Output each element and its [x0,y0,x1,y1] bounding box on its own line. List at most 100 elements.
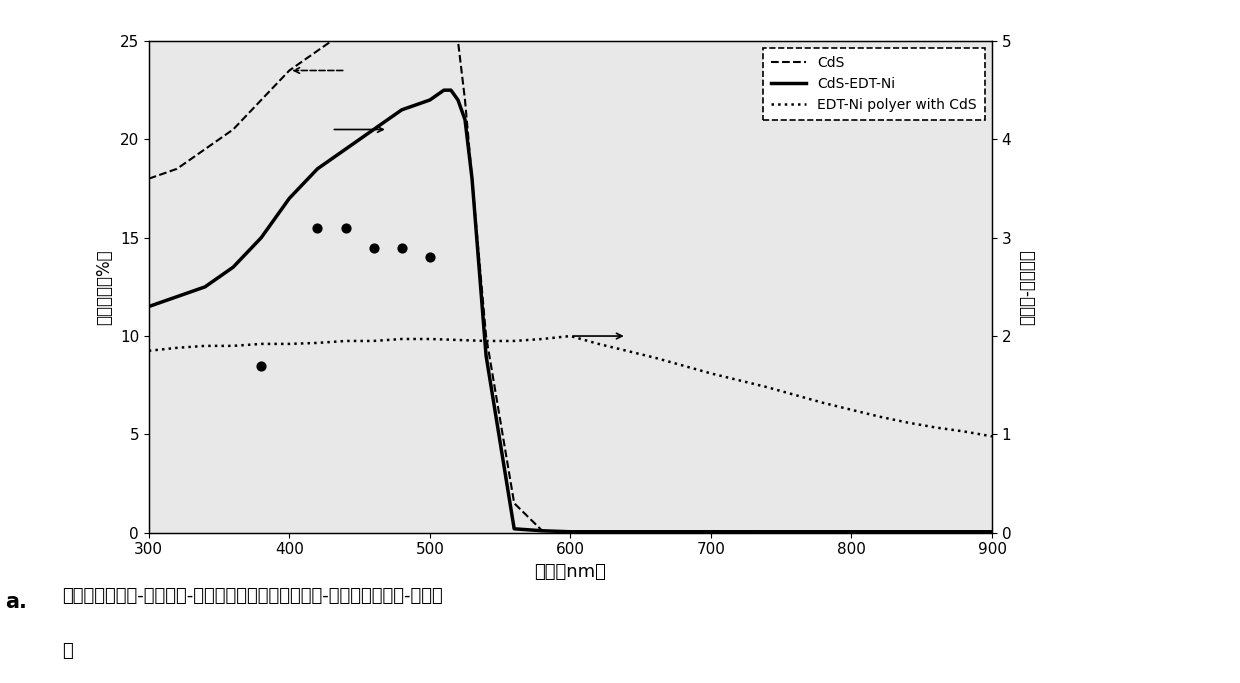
EDT-Ni polyer with CdS [170,344,185,352]
CdS [254,96,269,104]
CdS-EDT-Ni [310,165,325,173]
EDT-Ni polyer with CdS [872,413,887,421]
EDT-Ni polyer with CdS [676,361,691,370]
EDT-Ni polyer with CdS [956,428,971,436]
CdS-EDT-Ni [436,86,451,94]
CdS [647,528,662,536]
Y-axis label: 居贝卡-克尔图数: 居贝卡-克尔图数 [1018,249,1037,325]
CdS [444,8,459,16]
CdS-EDT-Ni [281,194,296,202]
CdS-EDT-Ni [339,145,353,153]
CdS [436,0,451,5]
Y-axis label: 量子效率（%）: 量子效率（%） [95,249,113,324]
EDT-Ni polyer with CdS [787,391,802,399]
CdS-EDT-Ni [619,528,634,536]
CdS-EDT-Ni [872,528,887,536]
Line: EDT-Ni polyer with CdS: EDT-Ni polyer with CdS [149,336,992,436]
CdS [366,8,381,16]
EDT-Ni polyer with CdS [900,419,915,427]
CdS [929,528,944,536]
EDT-Ni polyer with CdS [760,383,775,391]
EDT-Ni polyer with CdS [197,342,212,350]
CdS [197,145,212,153]
CdS-EDT-Ni [394,106,409,114]
EDT-Ni polyer with CdS [647,354,662,362]
CdS-EDT-Ni [479,352,494,360]
CdS-EDT-Ni [534,527,549,535]
CdS-EDT-Ni [507,525,522,533]
CdS-EDT-Ni [465,175,480,183]
CdS [676,528,691,536]
EDT-Ni polyer with CdS [141,347,156,355]
CdS-EDT-Ni [647,528,662,536]
EDT-Ni polyer with CdS [619,347,634,355]
EDT-Ni polyer with CdS [479,337,494,345]
CdS [170,165,185,173]
CdS [339,27,353,36]
Point [363,242,383,253]
EDT-Ni polyer with CdS [394,335,409,343]
CdS [534,527,549,535]
CdS [872,528,887,536]
Point [392,242,412,253]
EDT-Ni polyer with CdS [226,342,241,350]
EDT-Ni polyer with CdS [339,337,353,345]
EDT-Ni polyer with CdS [732,376,746,385]
EDT-Ni polyer with CdS [534,335,549,343]
Text: 硫化镶，硫化镶-乙二硫醇-锶和带有硫化镶的乙二硫醇-锶聚合物的紫外-可见光: 硫化镶，硫化镶-乙二硫醇-锶和带有硫化镶的乙二硫醇-锶聚合物的紫外-可见光 [62,587,443,605]
CdS-EDT-Ni [900,528,915,536]
CdS-EDT-Ni [844,528,859,536]
EDT-Ni polyer with CdS [254,340,269,348]
Legend: CdS, CdS-EDT-Ni, EDT-Ni polyer with CdS: CdS, CdS-EDT-Ni, EDT-Ni polyer with CdS [763,48,985,120]
EDT-Ni polyer with CdS [703,370,718,378]
Point [308,223,327,234]
CdS-EDT-Ni [985,528,999,536]
CdS [458,96,472,104]
EDT-Ni polyer with CdS [929,423,944,432]
EDT-Ni polyer with CdS [985,432,999,441]
CdS [956,528,971,536]
X-axis label: 波长（nm）: 波长（nm） [534,563,606,581]
CdS [703,528,718,536]
CdS-EDT-Ni [676,528,691,536]
CdS-EDT-Ni [254,234,269,242]
EDT-Ni polyer with CdS [281,340,296,348]
Line: CdS: CdS [149,0,992,532]
EDT-Ni polyer with CdS [563,332,578,340]
CdS [450,37,465,45]
EDT-Ni polyer with CdS [844,406,859,414]
Point [420,252,440,263]
CdS-EDT-Ni [226,263,241,271]
CdS [507,499,522,507]
CdS [760,528,775,536]
CdS [732,528,746,536]
CdS [844,528,859,536]
Text: a.: a. [5,591,27,612]
CdS [226,126,241,134]
Point [252,360,272,371]
CdS-EDT-Ni [450,96,465,104]
EDT-Ni polyer with CdS [423,335,438,343]
EDT-Ni polyer with CdS [816,399,831,407]
CdS [310,46,325,55]
CdS [465,175,480,183]
CdS [394,0,409,5]
CdS [591,528,606,536]
CdS [619,528,634,536]
CdS [787,528,802,536]
CdS-EDT-Ni [929,528,944,536]
CdS-EDT-Ni [956,528,971,536]
CdS-EDT-Ni [423,96,438,104]
CdS [479,332,494,340]
CdS-EDT-Ni [563,528,578,536]
CdS-EDT-Ni [197,283,212,291]
Text: 谱: 谱 [62,642,73,660]
CdS-EDT-Ni [444,86,459,94]
CdS [985,528,999,536]
CdS [141,175,156,183]
EDT-Ni polyer with CdS [507,337,522,345]
EDT-Ni polyer with CdS [366,337,381,345]
CdS [816,528,831,536]
CdS-EDT-Ni [703,528,718,536]
CdS-EDT-Ni [760,528,775,536]
